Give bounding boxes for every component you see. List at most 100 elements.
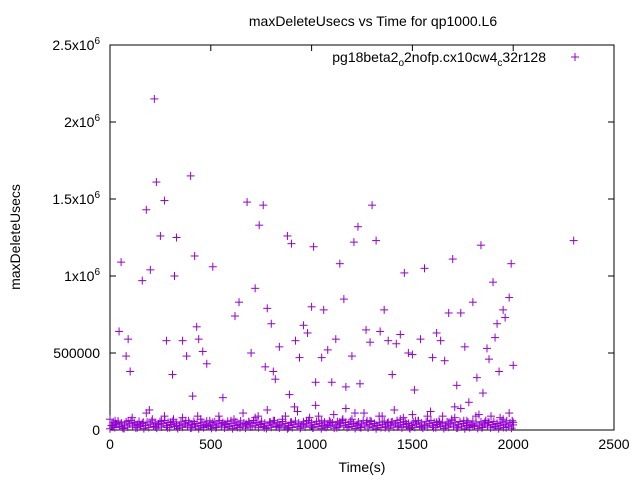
data-point (310, 420, 319, 429)
data-point (164, 418, 173, 427)
data-point (249, 416, 258, 425)
legend: pg18beta2o2nofp.cx10cw4c32r128 (332, 49, 579, 69)
data-point (190, 251, 199, 260)
data-point (204, 422, 213, 431)
legend-label-part: pg18beta2 (332, 49, 398, 65)
data-point (394, 421, 403, 430)
data-point (312, 417, 321, 426)
data-point (309, 423, 318, 432)
data-point (353, 222, 362, 231)
data-point (476, 241, 485, 250)
data-point (208, 262, 217, 271)
legend-label-part: 32r128 (502, 49, 546, 65)
data-point (502, 416, 511, 425)
data-point (202, 359, 211, 368)
data-point (409, 418, 418, 427)
data-point (139, 424, 148, 433)
data-point (235, 298, 244, 307)
data-point (317, 353, 326, 362)
data-point (301, 423, 310, 432)
data-point (328, 418, 337, 427)
data-point (193, 419, 202, 428)
data-point (136, 422, 145, 431)
data-point (366, 338, 375, 347)
data-point (485, 355, 494, 364)
data-point (380, 305, 389, 314)
data-point (410, 423, 419, 432)
data-point (115, 327, 124, 336)
data-point (152, 424, 161, 433)
data-point (214, 412, 223, 421)
data-point (205, 419, 214, 428)
data-point (165, 423, 174, 432)
data-point (376, 423, 385, 432)
data-point (272, 421, 281, 430)
data-point (107, 421, 116, 430)
chart-title: maxDeleteUsecs vs Time for qp1000.L6 (249, 13, 497, 29)
data-point (197, 418, 206, 427)
data-point (397, 423, 406, 432)
data-point (362, 418, 371, 427)
data-point (380, 417, 389, 426)
data-point (259, 201, 268, 210)
data-point (326, 422, 335, 431)
data-point (370, 419, 379, 428)
data-point (175, 421, 184, 430)
data-point (311, 378, 320, 387)
data-point (222, 420, 231, 429)
data-point (439, 424, 448, 433)
data-point (243, 198, 252, 207)
data-point (283, 231, 292, 240)
data-point (350, 409, 359, 418)
data-point (436, 422, 445, 431)
data-point (438, 419, 447, 428)
data-point (170, 422, 179, 431)
data-point (290, 402, 299, 411)
data-point (128, 421, 137, 430)
data-point (488, 420, 497, 429)
data-point (372, 424, 381, 433)
data-point (244, 417, 253, 426)
data-point (505, 293, 514, 302)
data-point (193, 412, 202, 421)
data-point (471, 412, 480, 421)
data-point (323, 345, 332, 354)
data-point (418, 424, 427, 433)
data-point (402, 422, 411, 431)
data-point (431, 423, 440, 432)
data-point (495, 367, 504, 376)
data-point (430, 418, 439, 427)
x-tick-label: 1000 (296, 436, 327, 452)
data-point (351, 424, 360, 433)
data-point (491, 422, 500, 431)
data-point (450, 402, 459, 411)
data-point (432, 328, 441, 337)
data-point (125, 419, 134, 428)
data-point (372, 236, 381, 245)
data-point (122, 352, 131, 361)
data-point (293, 422, 302, 431)
data-point (360, 409, 369, 418)
data-point (109, 418, 118, 427)
data-point (493, 419, 502, 428)
data-point (408, 350, 417, 359)
data-point (178, 423, 187, 432)
data-point (126, 367, 135, 376)
data-point (275, 423, 284, 432)
data-point (287, 239, 296, 248)
data-point (399, 413, 408, 422)
data-point (199, 423, 208, 432)
data-point (264, 421, 273, 430)
data-point (476, 417, 485, 426)
data-point (472, 419, 481, 428)
data-point (230, 312, 239, 321)
data-point (569, 236, 578, 245)
data-point (176, 417, 185, 426)
data-point (360, 421, 369, 430)
data-point (296, 424, 305, 433)
data-point (273, 418, 282, 427)
data-point (364, 423, 373, 432)
data-point (417, 418, 426, 427)
data-point (155, 417, 164, 426)
data-point (315, 419, 324, 428)
